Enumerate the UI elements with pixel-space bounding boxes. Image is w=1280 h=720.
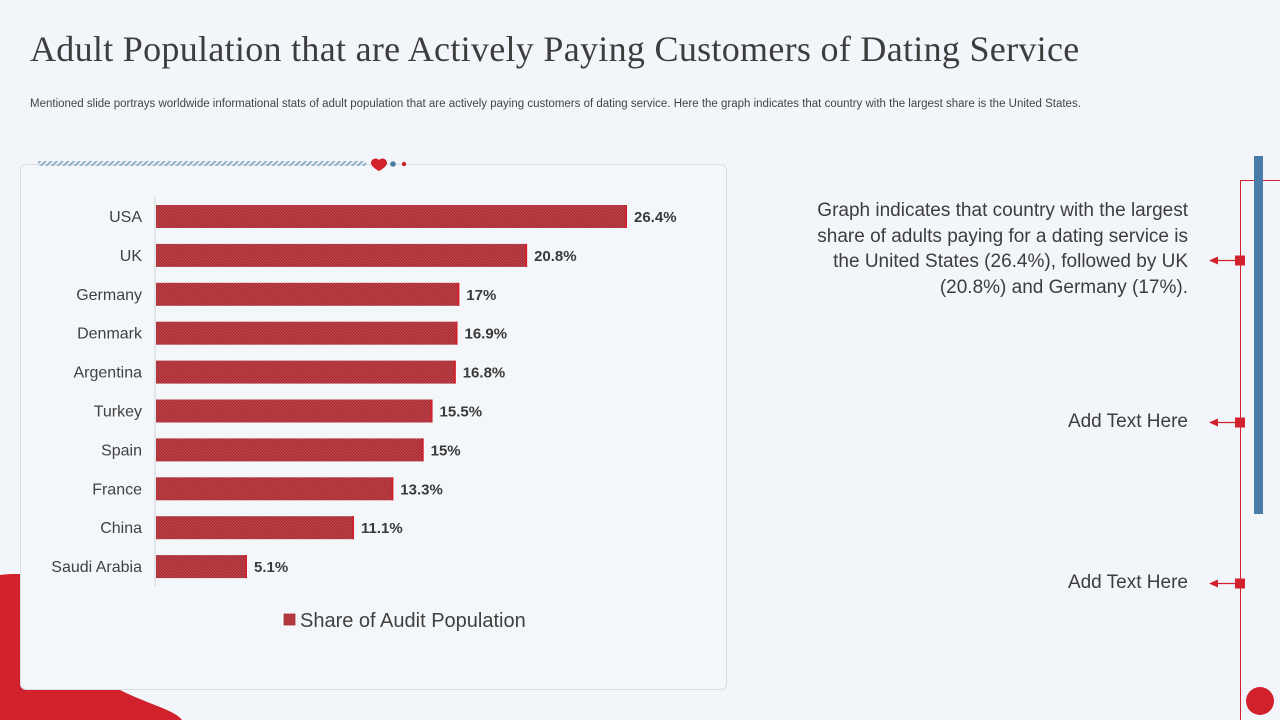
value-label: 16.9% bbox=[465, 326, 508, 343]
bar bbox=[156, 205, 627, 228]
category-label: Denmark bbox=[77, 326, 143, 343]
chart-legend: Share of Audit Population bbox=[283, 610, 526, 632]
value-label: 17% bbox=[466, 287, 496, 304]
bar-chart: USA 26.4% UK 20.8% Germany 17% Denmark 16.9% Arg… bbox=[51, 196, 677, 632]
arrow-left-icon bbox=[1209, 417, 1245, 428]
category-label: France bbox=[92, 481, 142, 498]
value-label: 16.8% bbox=[463, 365, 506, 382]
bar-edge bbox=[455, 321, 458, 345]
category-label: Argentina bbox=[74, 365, 143, 382]
category-label: Turkey bbox=[94, 404, 142, 421]
category-label: Spain bbox=[101, 442, 142, 459]
value-label: 20.8% bbox=[534, 248, 577, 265]
bar bbox=[156, 243, 528, 267]
bar-edge bbox=[421, 438, 424, 462]
bar bbox=[156, 516, 355, 540]
bar-edge bbox=[625, 205, 627, 228]
bar-edge bbox=[244, 555, 247, 579]
bar bbox=[156, 438, 424, 462]
bar-edge bbox=[430, 399, 433, 423]
value-label: 13.3% bbox=[400, 481, 443, 498]
value-label: 11.1% bbox=[361, 520, 403, 537]
bar bbox=[156, 321, 458, 345]
bar-edge bbox=[525, 243, 528, 267]
decorative-timeline bbox=[1209, 156, 1280, 720]
category-label: China bbox=[100, 520, 142, 537]
callout-summary: Graph indicates that country with the la… bbox=[817, 200, 1188, 298]
arrow-left-icon bbox=[1209, 255, 1245, 266]
decorative-divider bbox=[38, 158, 407, 171]
bar bbox=[156, 360, 456, 384]
bar-edge bbox=[453, 360, 456, 384]
bar-edge bbox=[457, 282, 460, 306]
value-label: 15% bbox=[431, 442, 461, 459]
bar bbox=[156, 555, 247, 579]
value-label: 5.1% bbox=[254, 559, 288, 576]
value-label: 26.4% bbox=[634, 209, 677, 226]
callout-placeholder: Add Text Here bbox=[1067, 411, 1188, 432]
heart-icon bbox=[371, 158, 387, 171]
callout-placeholder: Add Text Here bbox=[1067, 572, 1188, 593]
legend-swatch bbox=[283, 613, 296, 626]
bar-edge bbox=[391, 477, 394, 501]
bar bbox=[156, 399, 433, 423]
category-label: Germany bbox=[76, 287, 142, 304]
arrow-left-icon bbox=[1209, 578, 1245, 589]
legend-label: Share of Audit Population bbox=[300, 610, 526, 632]
page-subtitle: Mentioned slide portrays worldwide infor… bbox=[30, 98, 1081, 110]
bar-edge bbox=[352, 516, 355, 540]
bar bbox=[156, 282, 460, 306]
page-title: Adult Population that are Actively Payin… bbox=[30, 29, 1080, 69]
value-label: 15.5% bbox=[440, 404, 483, 421]
category-label: Saudi Arabia bbox=[51, 559, 142, 576]
bar bbox=[156, 477, 394, 501]
category-label: USA bbox=[109, 209, 142, 226]
category-label: UK bbox=[120, 248, 143, 265]
